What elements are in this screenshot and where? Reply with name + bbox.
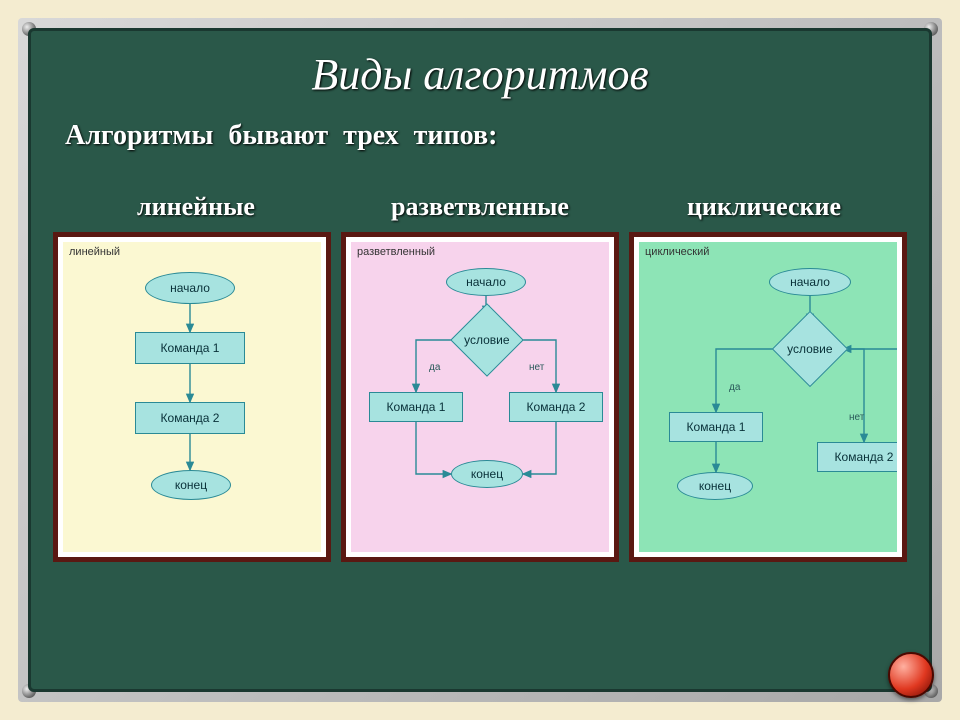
next-button[interactable] xyxy=(888,652,934,698)
node-cmd2: Команда 2 xyxy=(509,392,603,422)
panel-cyclic: циклический началоусловиеКоманда 1Команд… xyxy=(629,232,907,562)
edge-label: да xyxy=(429,362,440,373)
edge-label: нет xyxy=(529,362,544,373)
flowchart-linear: линейный началоКоманда 1Команда 2конец xyxy=(63,242,321,552)
panel-linear: линейный началоКоманда 1Команда 2конец xyxy=(53,232,331,562)
edge-label: нет xyxy=(849,412,864,423)
node-cmd1: Команда 1 xyxy=(135,332,245,364)
node-end: конец xyxy=(677,472,753,500)
flowchart-branched: разветвленный началоусловиеКоманда 1Кома… xyxy=(351,242,609,552)
col-label-cyclic: циклические xyxy=(625,192,903,222)
whiteboard-frame: Виды алгоритмов Алгоритмы бывают трех ти… xyxy=(18,18,942,702)
node-start: начало xyxy=(145,272,235,304)
node-cmd1: Команда 1 xyxy=(369,392,463,422)
col-label-linear: линейные xyxy=(57,192,335,222)
node-start: начало xyxy=(769,268,851,296)
chalkboard: Виды алгоритмов Алгоритмы бывают трех ти… xyxy=(28,28,932,692)
node-end: конец xyxy=(151,470,231,500)
node-end: конец xyxy=(451,460,523,488)
flowchart-panels: линейный началоКоманда 1Команда 2конец р… xyxy=(53,232,907,562)
node-cmd1: Команда 1 xyxy=(669,412,763,442)
node-cmd2: Команда 2 xyxy=(135,402,245,434)
slide-title: Виды алгоритмов xyxy=(49,49,911,100)
col-label-branched: разветвленные xyxy=(341,192,619,222)
slide-subtitle: Алгоритмы бывают трех типов: xyxy=(65,120,901,152)
node-start: начало xyxy=(446,268,526,296)
panel-branched: разветвленный началоусловиеКоманда 1Кома… xyxy=(341,232,619,562)
flowchart-cyclic: циклический началоусловиеКоманда 1Команд… xyxy=(639,242,897,552)
node-cmd2: Команда 2 xyxy=(817,442,897,472)
edge-label: да xyxy=(729,382,740,393)
column-labels: линейные разветвленные циклические xyxy=(57,192,903,222)
